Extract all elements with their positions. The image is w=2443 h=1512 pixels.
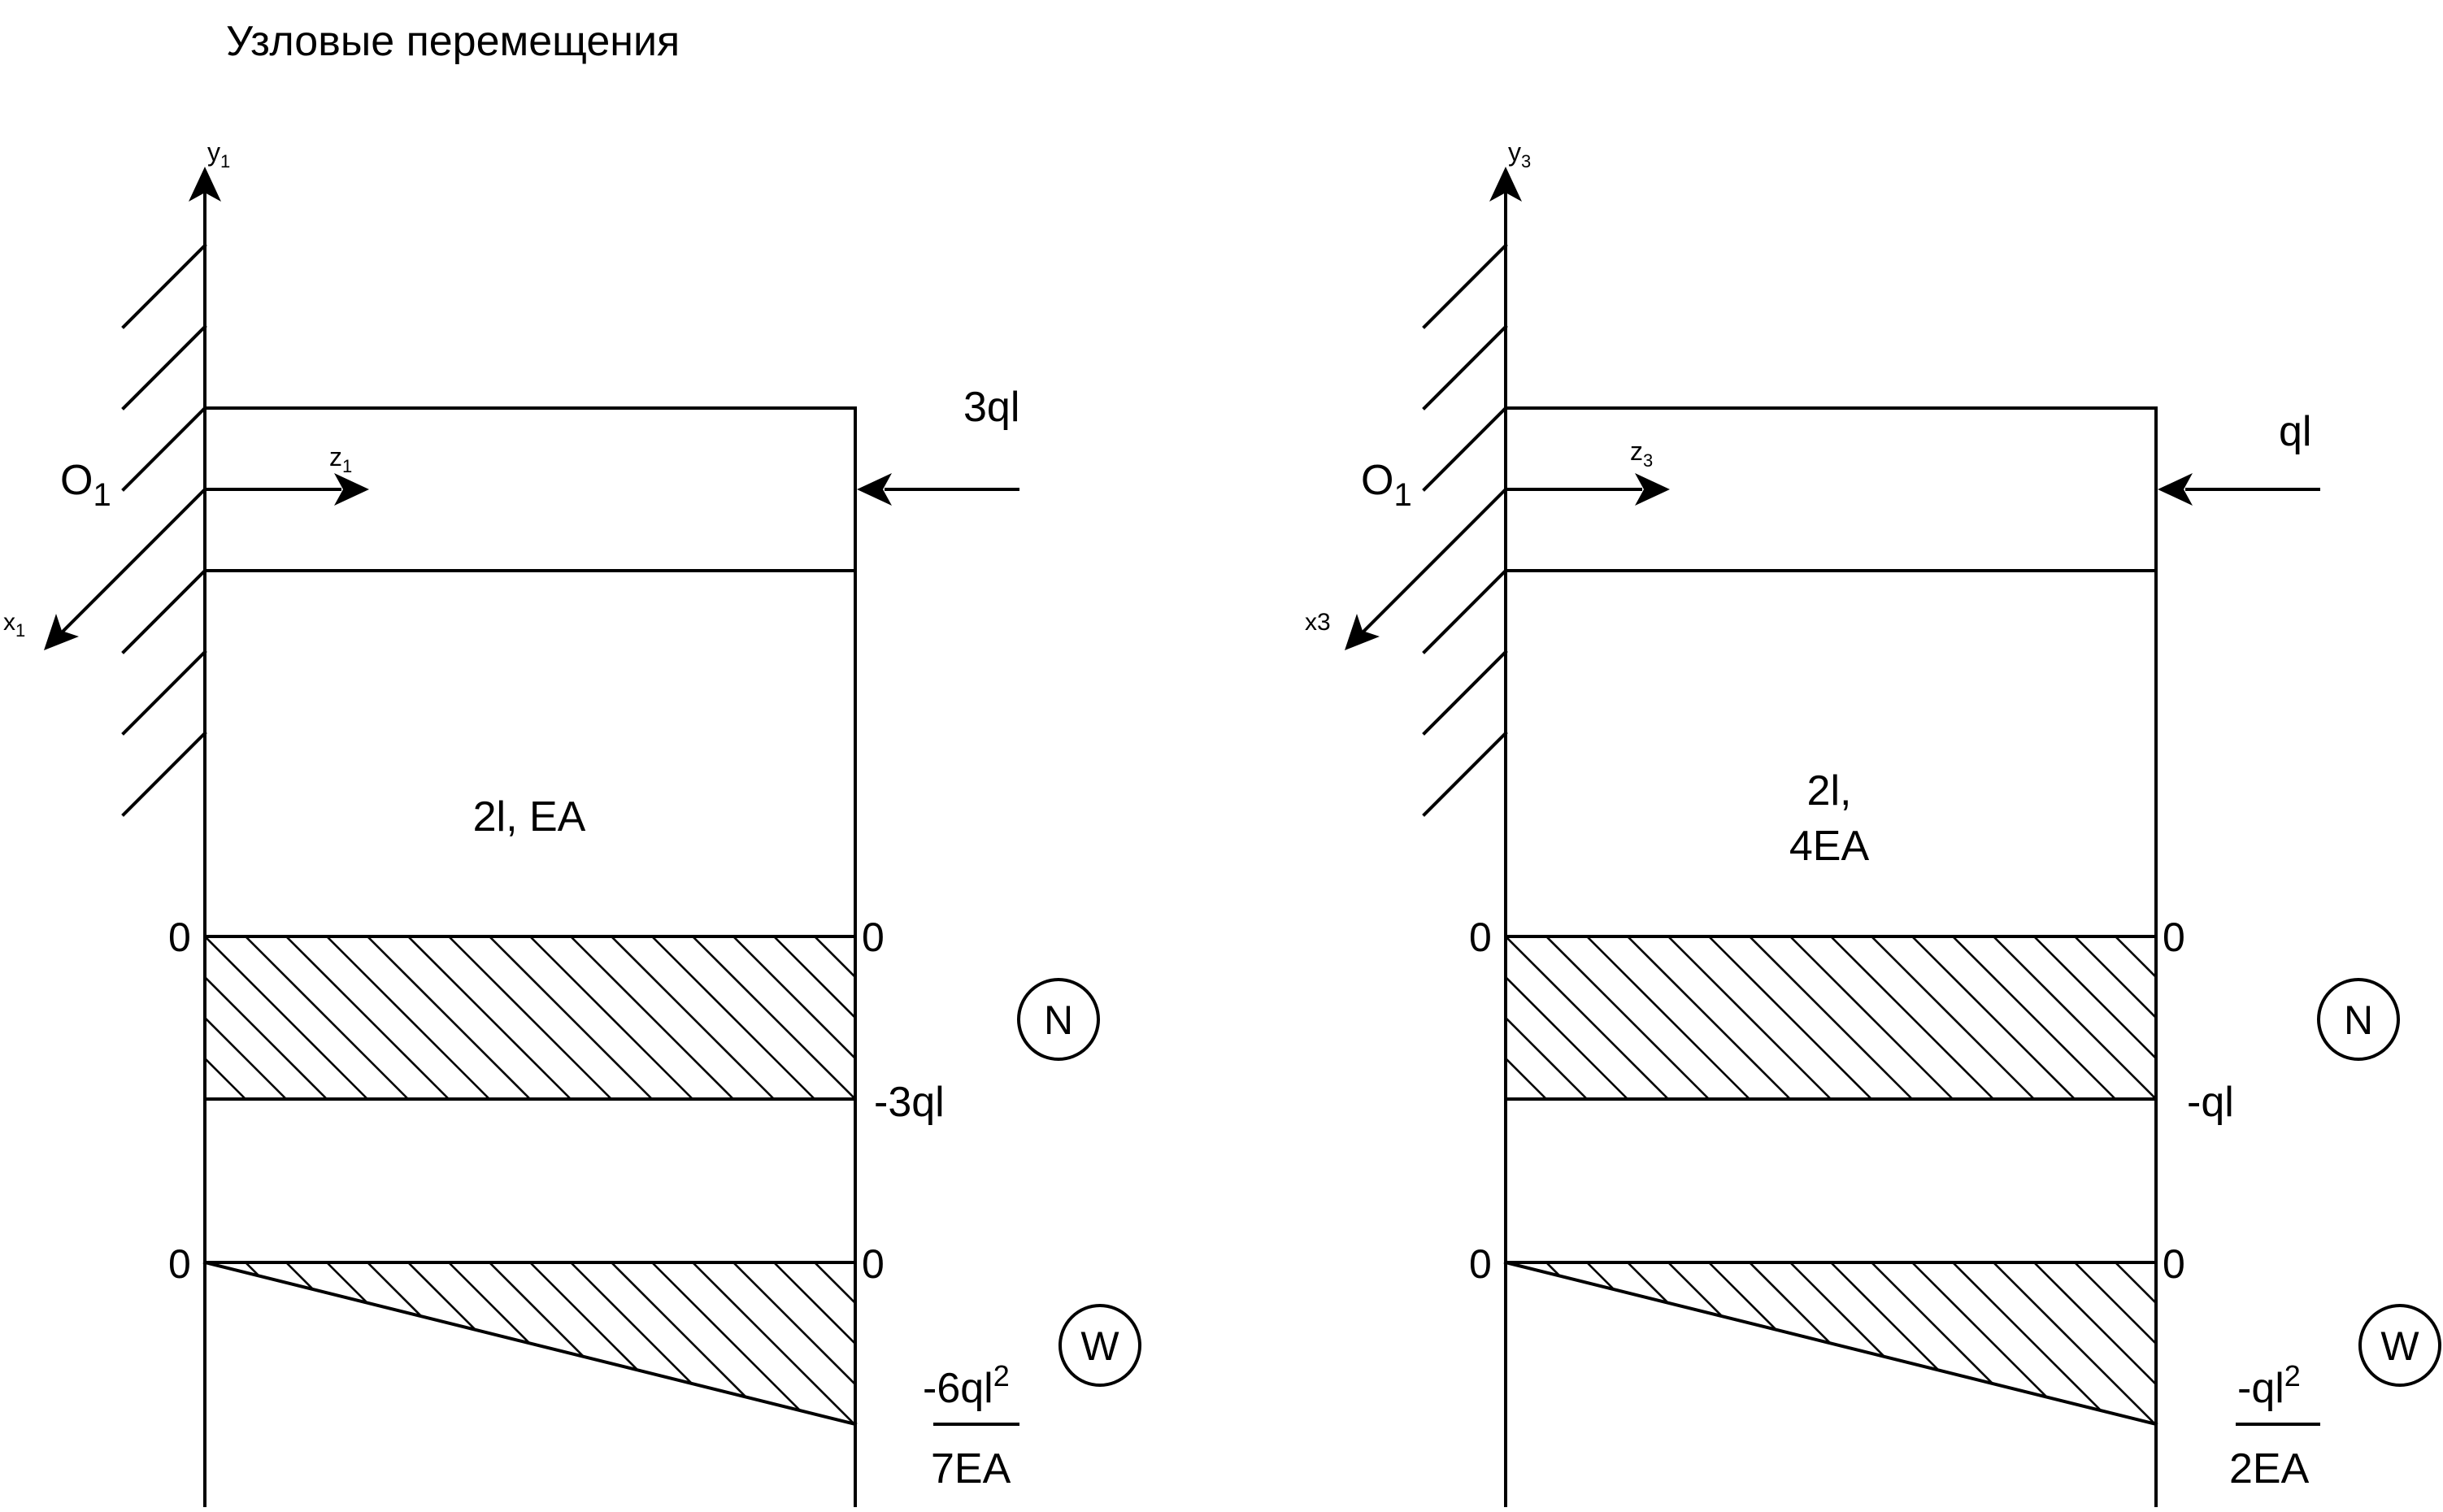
n-left-zero: 0 bbox=[1469, 915, 1492, 960]
w-left-zero: 0 bbox=[168, 1241, 191, 1287]
w-diagram: 0 0 W -ql2 2EA bbox=[1469, 1241, 2441, 1492]
n-diagram: 0 0 -3ql N bbox=[168, 915, 1100, 1126]
w-left-zero: 0 bbox=[1469, 1241, 1492, 1287]
w-badge-circle bbox=[2358, 1304, 2441, 1387]
w-fraction-denominator: 7EA bbox=[931, 1445, 1011, 1492]
x-axis-label: x1 bbox=[3, 609, 25, 641]
n-badge-circle bbox=[2317, 978, 2400, 1061]
panel-right: y3 x3 z3 O1 ql 2l, 4EA bbox=[1305, 137, 2441, 1507]
z-axis-label: z1 bbox=[329, 442, 352, 476]
y-axis-label: y3 bbox=[1508, 137, 1531, 172]
w-fraction-numerator: -6ql2 bbox=[923, 1359, 1010, 1412]
x-axis-arrowhead bbox=[1345, 614, 1380, 650]
force-arrowhead bbox=[857, 473, 892, 506]
w-sloped-line bbox=[1503, 1260, 2158, 1427]
y-axis-arrowhead bbox=[189, 167, 221, 202]
w-sloped-line bbox=[202, 1260, 858, 1427]
x-axis-line bbox=[1361, 487, 1508, 634]
n-diagram-hatching bbox=[205, 936, 855, 1100]
w-diagram-hatching bbox=[1506, 1262, 2156, 1424]
fixed-support-hatching bbox=[121, 243, 207, 817]
panel-left: y1 x1 z1 O1 3ql 2l, EA bbox=[3, 137, 1141, 1507]
n-badge-circle bbox=[1017, 978, 1100, 1061]
z-axis-label: z3 bbox=[1630, 437, 1653, 471]
n-right-value: -ql bbox=[2187, 1079, 2234, 1126]
w-badge-label: W bbox=[1080, 1323, 1119, 1369]
origin-label: O1 bbox=[1361, 457, 1412, 513]
force-label: ql bbox=[2279, 408, 2311, 455]
x-axis-label: x3 bbox=[1305, 609, 1331, 636]
y-axis-label: y1 bbox=[207, 137, 230, 172]
n-right-value: -3ql bbox=[874, 1079, 945, 1126]
w-diagram: 0 0 W -6ql2 7EA bbox=[168, 1241, 1141, 1492]
w-fraction-numerator: -ql2 bbox=[2237, 1359, 2301, 1412]
element-label-line-1: 2l, bbox=[1807, 767, 1852, 815]
element-label: 2l, EA bbox=[473, 793, 586, 841]
fixed-support-hatching bbox=[1422, 243, 1508, 817]
origin-label: O1 bbox=[60, 457, 111, 513]
z-axis-arrowhead bbox=[334, 473, 369, 506]
w-badge-circle bbox=[1058, 1304, 1141, 1387]
element-label-line-2: 4EA bbox=[1789, 823, 1870, 870]
n-left-zero: 0 bbox=[168, 915, 191, 960]
n-diagram: 0 0 -ql N bbox=[1469, 915, 2400, 1126]
force-arrowhead bbox=[2158, 473, 2193, 506]
w-right-zero: 0 bbox=[2163, 1241, 2185, 1287]
n-badge-label: N bbox=[1044, 997, 1073, 1043]
n-badge-label: N bbox=[2344, 997, 2373, 1043]
w-fraction-denominator: 2EA bbox=[2229, 1445, 2310, 1492]
n-right-zero: 0 bbox=[2163, 915, 2185, 960]
force-label: 3ql bbox=[963, 384, 1019, 431]
z-axis-arrowhead bbox=[1635, 473, 1670, 506]
w-badge-label: W bbox=[2380, 1323, 2419, 1369]
n-right-zero: 0 bbox=[862, 915, 885, 960]
y-axis-arrowhead bbox=[1489, 167, 1522, 202]
x-axis-line bbox=[60, 487, 207, 634]
x-axis-arrowhead bbox=[44, 614, 79, 650]
w-right-zero: 0 bbox=[862, 1241, 885, 1287]
n-diagram-hatching bbox=[1506, 936, 2156, 1100]
page-title: Узловые перемещения bbox=[226, 18, 680, 65]
w-diagram-hatching bbox=[205, 1262, 855, 1424]
